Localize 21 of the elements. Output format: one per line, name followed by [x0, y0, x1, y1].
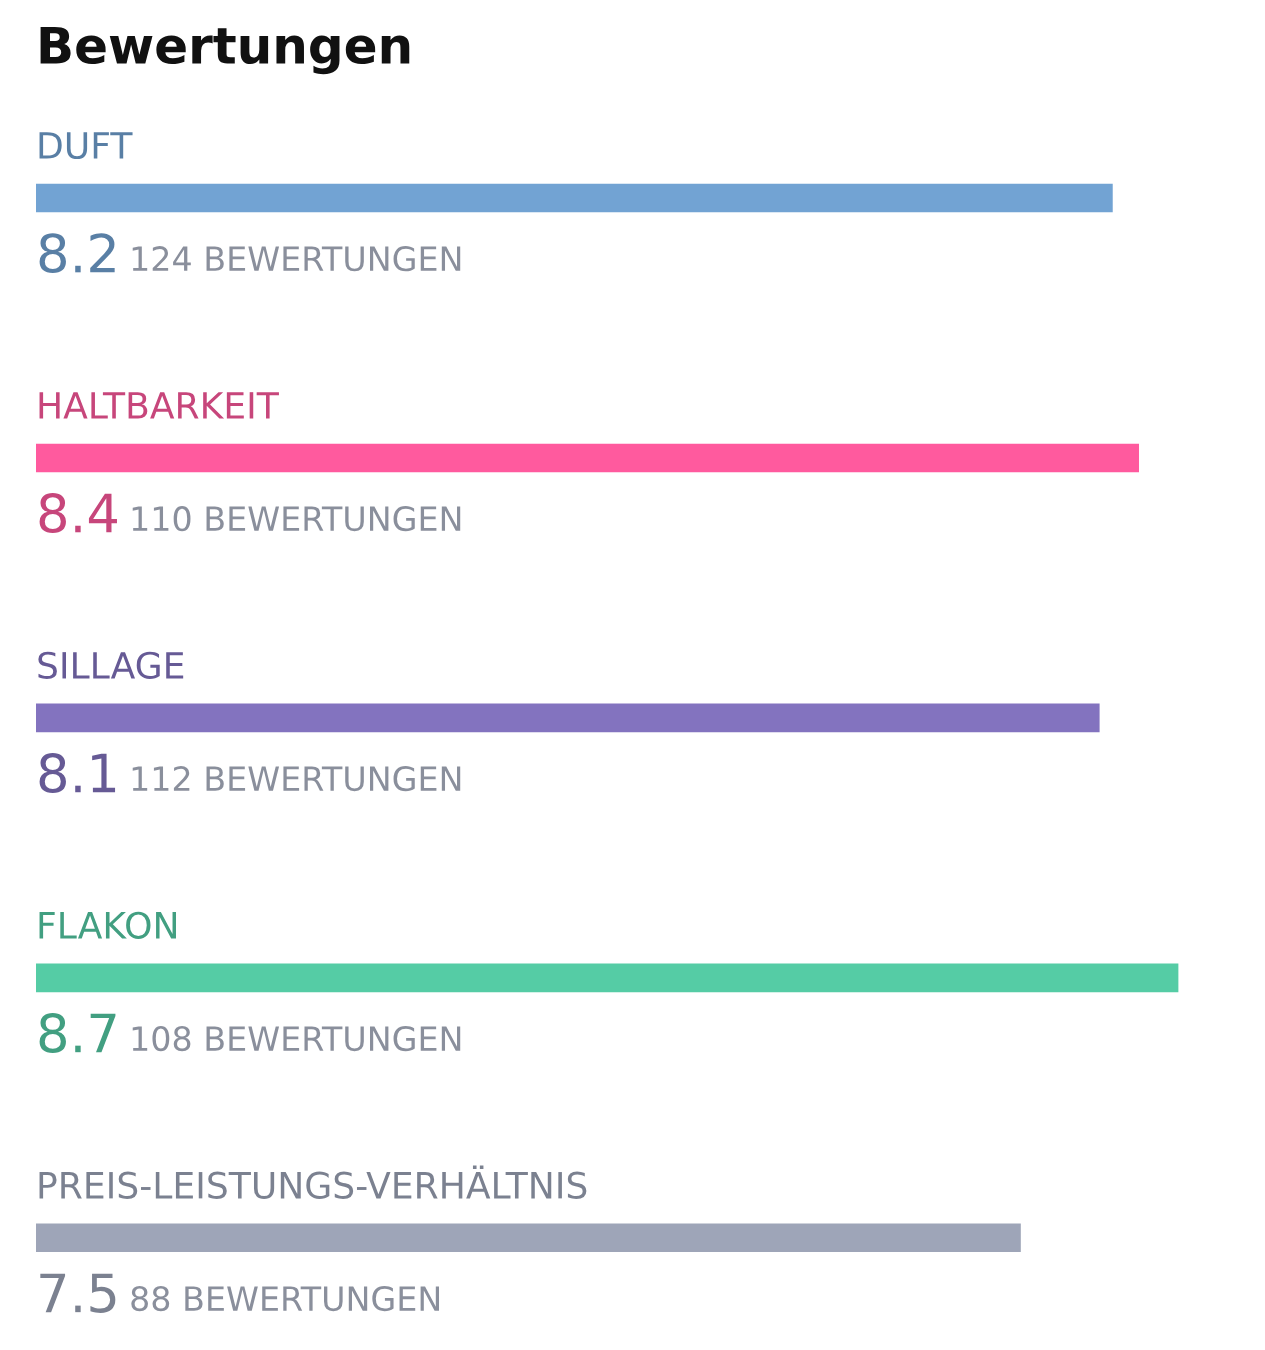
annotation: 112 BEWERTUNGEN: [132, 766, 461, 792]
y-tick-label: DUFT: [39, 132, 133, 160]
y-tick-label: SILLAGE: [38, 651, 184, 679]
annotation: 108 BEWERTUNGEN: [132, 1026, 461, 1052]
chart-title: Bewertungen: [40, 26, 410, 75]
bar: [36, 443, 1139, 473]
data-label: 8.4: [39, 493, 117, 534]
annotation: 110 BEWERTUNGEN: [132, 506, 461, 532]
data-label: 8.2: [39, 233, 115, 274]
data-label: 7.5: [40, 1273, 116, 1313]
bar: [36, 1223, 1021, 1253]
annotation: 124 BEWERTUNGEN: [132, 246, 461, 272]
y-tick-label: FLAKON: [39, 911, 176, 939]
y-tick-label: PREIS-LEISTUNGS-VERHÄLTNIS: [39, 1165, 587, 1199]
data-label: 8.7: [39, 1013, 116, 1053]
y-tick-label: HALTBARKEIT: [39, 392, 279, 419]
bar: [36, 703, 1100, 733]
data-label: 8.1: [39, 753, 116, 793]
bar: [36, 963, 1179, 993]
annotation: 88 BEWERTUNGEN: [131, 1285, 440, 1312]
bar: [36, 183, 1113, 213]
